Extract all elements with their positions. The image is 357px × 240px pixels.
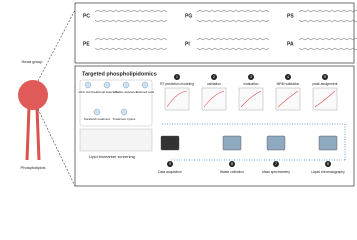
cell-icon xyxy=(122,81,130,89)
step-number: 4 xyxy=(287,75,289,79)
step-label: evaluation xyxy=(243,82,258,86)
step-plot xyxy=(275,87,301,111)
cell-label: Stable resistance xyxy=(114,90,137,94)
lipid-structure xyxy=(298,47,357,51)
step-number: 9 xyxy=(169,162,171,166)
lipid-class: PG xyxy=(185,13,192,19)
instrument-icon xyxy=(222,135,242,151)
step-label: RT prediction modeling xyxy=(160,82,194,86)
instrument-label: Mass spectrometry xyxy=(262,170,290,174)
screening-label: Lipid biomarker screening xyxy=(89,154,135,159)
lipid-structure xyxy=(298,19,357,23)
step-badge xyxy=(248,74,254,80)
step-number: 8 xyxy=(231,162,233,166)
step-number: 1 xyxy=(176,75,178,79)
cell-icon xyxy=(141,81,149,89)
step-badge xyxy=(229,161,235,167)
tail xyxy=(35,107,41,161)
lipid-structure xyxy=(94,19,168,23)
structures-panel xyxy=(74,2,355,64)
instrument-label: Waste collection xyxy=(220,170,244,174)
step-label: MRM validation xyxy=(277,82,300,86)
lipid-structure xyxy=(94,47,168,51)
step-number: 7 xyxy=(275,162,277,166)
step-label: peak assignment xyxy=(313,82,338,86)
cell-label: HCC cell lines xyxy=(79,90,98,94)
step-plot xyxy=(238,87,264,111)
lipid-class: PA xyxy=(287,41,294,47)
instrument-icon xyxy=(160,135,180,151)
zoom-line xyxy=(37,108,76,187)
lipid-class: PI xyxy=(185,41,190,47)
cell-icon xyxy=(120,108,128,116)
lipid-structure xyxy=(298,9,357,13)
step-plot-line xyxy=(166,90,188,108)
step-number: 2 xyxy=(213,75,215,79)
cell-icon xyxy=(103,81,111,89)
step-badge xyxy=(325,161,331,167)
instrument-label: Liquid chromatography xyxy=(311,170,345,174)
cell-panel xyxy=(79,79,153,127)
cell-label: Treatment cycles xyxy=(113,117,136,121)
screening-plot xyxy=(79,128,153,152)
head-group xyxy=(18,80,48,110)
step-number: 6 xyxy=(327,162,329,166)
cell-icon xyxy=(84,81,92,89)
step-plot-line xyxy=(240,90,262,108)
instrument-label: Data acquisition xyxy=(158,170,182,174)
head-label: Head group xyxy=(22,59,44,64)
step-badge xyxy=(322,74,328,80)
step-label: validation xyxy=(207,82,221,86)
lipid-structure xyxy=(196,37,270,41)
lipid-structure xyxy=(94,37,168,41)
step-plot-line xyxy=(277,90,299,108)
step-plot-line xyxy=(314,90,336,108)
figure: Head group Phospholipids Targeted phosph… xyxy=(18,2,357,187)
lipid-structure xyxy=(196,9,270,13)
zoom-line xyxy=(37,9,76,82)
step-badge xyxy=(273,161,279,167)
step-plot xyxy=(201,87,227,111)
workflow-title: Targeted phospholipidomics xyxy=(82,71,157,77)
instrument-icon xyxy=(318,135,338,151)
step-plot xyxy=(164,87,190,111)
tail xyxy=(25,107,31,161)
step-badge xyxy=(174,74,180,80)
step-number: 3 xyxy=(250,75,252,79)
step-badge xyxy=(211,74,217,80)
lipid-structure xyxy=(196,19,270,23)
lipid-class: PE xyxy=(83,41,90,47)
step-plot-line xyxy=(203,90,225,108)
step-badge xyxy=(285,74,291,80)
cell-label: Clonal selection xyxy=(96,90,118,94)
lipid-class: PS xyxy=(287,13,294,19)
cell-icon xyxy=(93,108,101,116)
lipid-structure xyxy=(196,47,270,51)
step-number: 5 xyxy=(324,75,326,79)
cell-label: Sorafenib treatment xyxy=(84,117,111,121)
lipid-structure xyxy=(94,9,168,13)
step-badge xyxy=(167,161,173,167)
lipid-class: PC xyxy=(83,13,90,19)
instrument-icon xyxy=(266,135,286,151)
lipid-structure xyxy=(298,37,357,41)
cell-label: Cultured cells xyxy=(136,90,155,94)
tail-label: Phospholipids xyxy=(21,165,46,170)
step-plot xyxy=(312,87,338,111)
flow-line xyxy=(162,123,346,161)
